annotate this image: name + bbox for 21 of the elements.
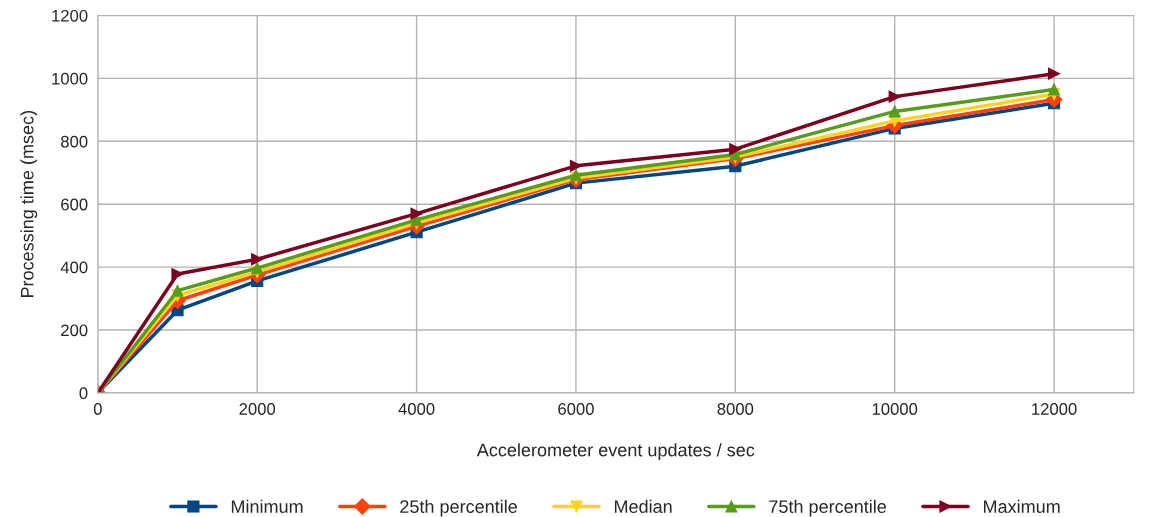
y-tick-label: 0 <box>79 387 88 400</box>
x-tick-label: 12000 <box>1032 403 1077 415</box>
y-tick-label: 400 <box>60 261 88 274</box>
x-tick-label: 2000 <box>239 403 276 415</box>
legend-label: Minimum <box>231 499 303 514</box>
legend-label: 25th percentile <box>400 499 517 517</box>
y-tick-label: 200 <box>61 324 88 337</box>
x-tick-label: 4000 <box>398 403 435 415</box>
y-tick-label: 600 <box>61 198 88 211</box>
y-axis-title: Processing time (msec) <box>20 111 38 298</box>
legend-label: Median <box>614 499 672 514</box>
x-tick-label: 8000 <box>717 403 754 415</box>
legend-label: 75th percentile <box>769 499 887 517</box>
x-axis-title: Accelerometer event updates / sec <box>476 443 755 461</box>
y-tick-label: 1000 <box>52 72 88 85</box>
x-tick-label: 0 <box>93 403 102 415</box>
y-tick-label: 800 <box>61 135 88 148</box>
x-tick-label: 10000 <box>872 403 918 415</box>
x-tick-label: 6000 <box>558 403 594 415</box>
y-tick-label: 1200 <box>52 9 88 22</box>
legend-label: Maximum <box>983 499 1060 514</box>
